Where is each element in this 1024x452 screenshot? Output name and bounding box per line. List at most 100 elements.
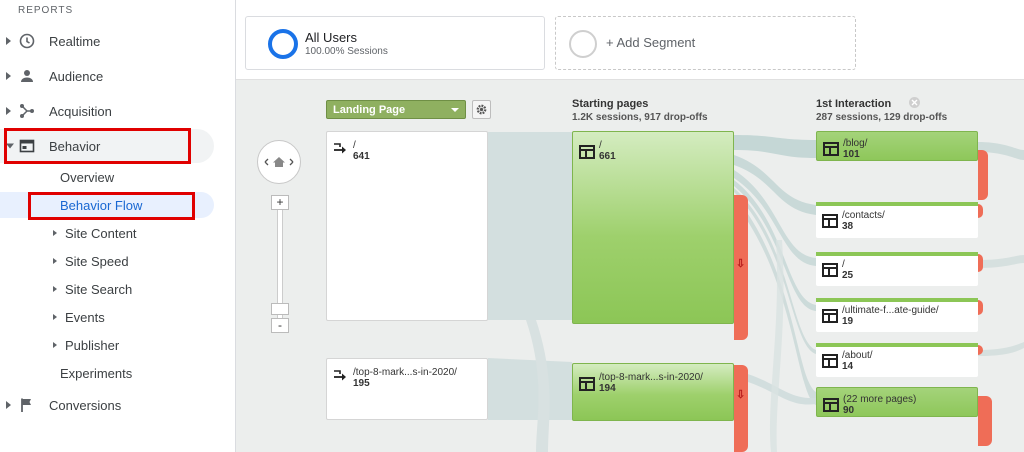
- sidebar-item-label: Behavior: [49, 138, 101, 154]
- interaction-node[interactable]: /about/ 14: [816, 343, 978, 377]
- interaction-node[interactable]: /contacts/ 38: [816, 202, 978, 238]
- dropoff-bar[interactable]: [734, 195, 748, 340]
- page-icon: [822, 354, 838, 368]
- page-icon: [822, 309, 838, 323]
- sidebar-subitem-overview[interactable]: Overview: [0, 164, 214, 190]
- dropoff-bar[interactable]: [978, 300, 983, 315]
- node-fill-bar: [816, 298, 978, 302]
- sidebar-subitem-label: Site Content: [65, 225, 137, 241]
- column-subtitle-1st-interaction: 287 sessions, 129 drop-offs: [816, 112, 948, 123]
- node-label: /ultimate-f...ate-guide/: [842, 305, 939, 316]
- sidebar-subitem-label: Behavior Flow: [60, 197, 143, 213]
- interaction-node[interactable]: / 25: [816, 252, 978, 286]
- sidebar-subitem-label: Overview: [60, 169, 115, 185]
- zoom-in-button[interactable]: +: [271, 195, 289, 210]
- pan-control[interactable]: [257, 140, 301, 184]
- starting-page-node[interactable]: / 661: [572, 131, 734, 324]
- column-subtitle-starting-pages: 1.2K sessions, 917 drop-offs: [572, 112, 708, 123]
- node-label: /top-8-mark...s-in-2020/: [599, 372, 703, 383]
- sidebar-subitem-site-content[interactable]: Site Content: [0, 220, 214, 246]
- sidebar-item-audience[interactable]: Audience: [0, 59, 214, 93]
- expand-caret-icon: [6, 72, 11, 80]
- entrance-arrow-icon: [333, 369, 349, 388]
- add-segment-button[interactable]: + Add Segment: [555, 16, 856, 70]
- expand-caret-icon: [6, 401, 11, 409]
- sidebar-subitem-site-speed[interactable]: Site Speed: [0, 248, 214, 274]
- expand-caret-icon: [53, 230, 57, 236]
- page-icon: [579, 377, 595, 391]
- clock-icon: [18, 32, 36, 50]
- dropoff-bar[interactable]: [978, 204, 983, 218]
- node-value: 14: [842, 361, 854, 372]
- dropoff-arrow-icon: ⇩: [736, 389, 746, 401]
- acquisition-icon: [18, 102, 36, 120]
- sidebar-item-acquisition[interactable]: Acquisition: [0, 94, 214, 128]
- dropoff-bar[interactable]: [978, 150, 988, 200]
- expand-caret-icon: [6, 37, 11, 45]
- segment-subtitle: 100.00% Sessions: [305, 46, 388, 57]
- sidebar-item-realtime[interactable]: Realtime: [0, 24, 214, 58]
- sidebar-subitem-label: Publisher: [65, 337, 120, 353]
- node-value: 19: [842, 316, 854, 327]
- node-fill-bar: [816, 202, 978, 206]
- page-icon: [579, 145, 595, 159]
- landing-page-dropdown[interactable]: Landing Page: [326, 100, 466, 119]
- sidebar-item-behavior[interactable]: Behavior: [0, 129, 214, 163]
- sidebar-subitem-behavior-flow[interactable]: Behavior Flow: [0, 192, 214, 218]
- sidebar-subitem-publisher[interactable]: Publisher: [0, 332, 214, 358]
- expand-caret-icon: [6, 107, 11, 115]
- node-label: /blog/: [843, 138, 868, 149]
- sidebar-subitem-label: Site Speed: [65, 253, 129, 269]
- node-value: 90: [843, 405, 855, 416]
- zoom-out-button[interactable]: -: [271, 318, 289, 333]
- entrance-arrow-icon: [333, 142, 349, 161]
- person-icon: [18, 67, 36, 85]
- sidebar-item-label: Acquisition: [49, 103, 112, 119]
- segment-all-users[interactable]: All Users 100.00% Sessions: [245, 16, 545, 70]
- sidebar-item-conversions[interactable]: Conversions: [0, 388, 214, 422]
- interaction-node[interactable]: /blog/ 101: [816, 131, 978, 161]
- sidebar-subitem-site-search[interactable]: Site Search: [0, 276, 214, 302]
- zoom-slider-thumb[interactable]: [271, 303, 289, 315]
- node-value: 641: [353, 151, 370, 162]
- node-label: /: [599, 140, 602, 151]
- sidebar-subitem-label: Events: [65, 309, 105, 325]
- behavior-flow-canvas: Landing Page Starting pages 1.2K session…: [236, 80, 1024, 452]
- segment-title: All Users: [305, 30, 358, 45]
- expand-caret-icon: [53, 314, 57, 320]
- starting-page-node[interactable]: /top-8-mark...s-in-2020/ 194: [572, 363, 734, 421]
- home-pan-icon: [264, 157, 294, 167]
- landing-node[interactable]: / 641: [326, 131, 488, 321]
- landing-node[interactable]: /top-8-mark...s-in-2020/ 195: [326, 358, 488, 420]
- node-value: 101: [843, 149, 860, 160]
- remove-column-button[interactable]: [909, 97, 920, 108]
- expand-caret-icon: [53, 258, 57, 264]
- segment-ring-icon: [268, 29, 298, 59]
- page-icon: [823, 398, 839, 412]
- segment-bar: All Users 100.00% Sessions + Add Segment: [236, 0, 1024, 80]
- dropoff-bar[interactable]: [734, 365, 748, 452]
- node-label: /: [842, 259, 845, 270]
- sidebar-subitem-experiments[interactable]: Experiments: [0, 360, 214, 386]
- collapse-caret-icon: [6, 143, 14, 149]
- interaction-node[interactable]: (22 more pages) 90: [816, 387, 978, 417]
- interaction-node[interactable]: /ultimate-f...ate-guide/ 19: [816, 298, 978, 332]
- node-value: 661: [599, 151, 616, 162]
- sidebar-item-label: Audience: [49, 68, 104, 84]
- page-icon: [822, 214, 838, 228]
- dropoff-bar[interactable]: [978, 254, 983, 272]
- dropoff-bar[interactable]: [978, 396, 992, 446]
- settings-gear-button[interactable]: [472, 100, 491, 119]
- reports-section-label: REPORTS: [18, 5, 74, 16]
- node-label: /contacts/: [842, 210, 885, 221]
- flow-connections: [488, 132, 1024, 452]
- sidebar-item-label: Conversions: [49, 397, 122, 413]
- node-value: 195: [353, 378, 370, 389]
- expand-caret-icon: [53, 342, 57, 348]
- dropdown-value: Landing Page: [333, 103, 406, 116]
- sidebar-subitem-events[interactable]: Events: [0, 304, 214, 330]
- node-value: 38: [842, 221, 854, 232]
- expand-caret-icon: [53, 286, 57, 292]
- dropoff-bar[interactable]: [978, 345, 983, 355]
- node-value: 25: [842, 270, 854, 281]
